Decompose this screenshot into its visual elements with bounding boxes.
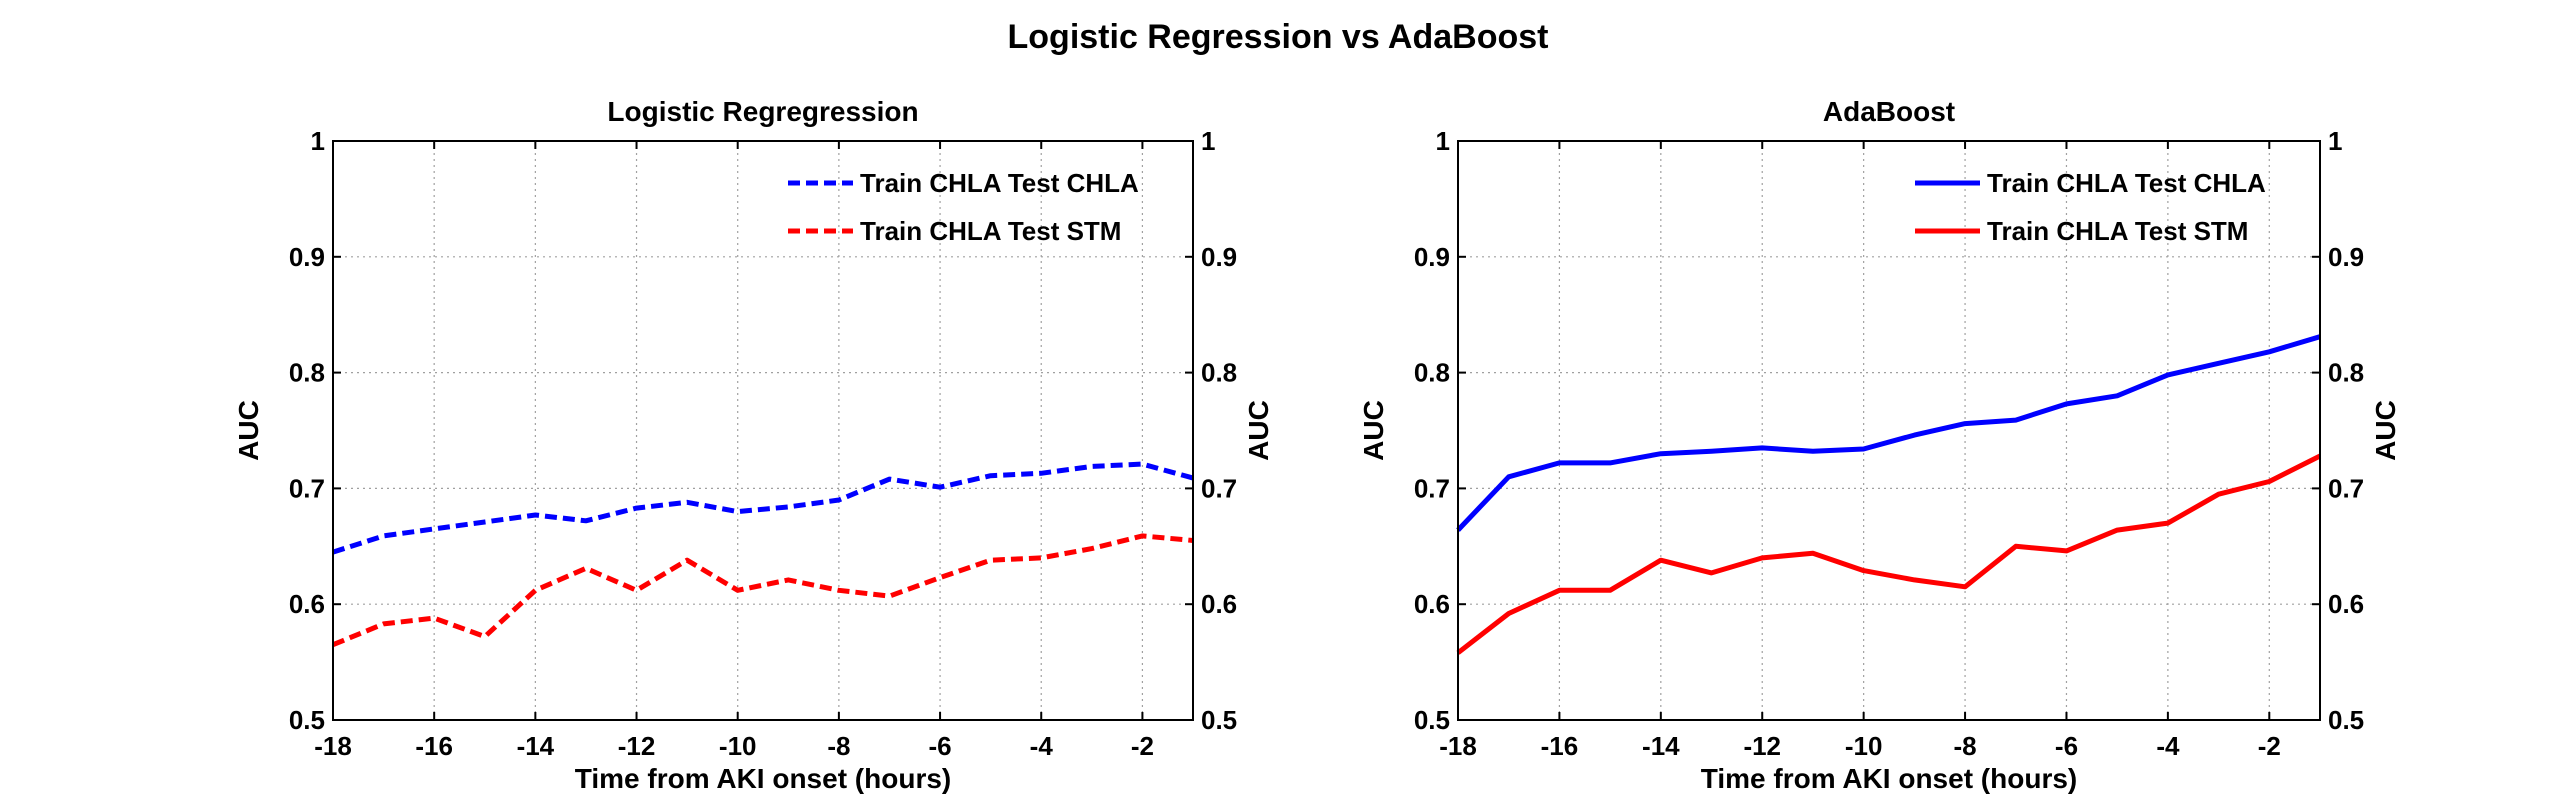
y-axis-label-right: AUC xyxy=(1243,400,1274,461)
x-tick-label: -14 xyxy=(1642,731,1680,761)
x-tick-label: -12 xyxy=(618,731,656,761)
x-tick-label: -18 xyxy=(1439,731,1477,761)
x-tick-label: -14 xyxy=(517,731,555,761)
y-tick-label-right: 1 xyxy=(2328,126,2342,156)
y-tick-label: 0.9 xyxy=(289,242,325,272)
x-tick-label: -10 xyxy=(1845,731,1883,761)
y-tick-label: 0.8 xyxy=(1414,358,1450,388)
y-axis-label: AUC xyxy=(233,400,264,461)
legend-entry: Train CHLA Test CHLA xyxy=(860,168,1139,198)
x-tick-label: -2 xyxy=(2258,731,2281,761)
y-tick-label: 0.9 xyxy=(1414,242,1450,272)
y-tick-label: 1 xyxy=(311,126,325,156)
y-tick-label: 0.5 xyxy=(1414,705,1450,735)
legend-entry: Train CHLA Test CHLA xyxy=(1987,168,2266,198)
series-line-train-chla-test-chla xyxy=(332,461,1194,555)
x-tick-label: -8 xyxy=(1953,731,1976,761)
series-line-train-chla-test-chla xyxy=(1456,334,2321,532)
y-tick-label-right: 0.9 xyxy=(1201,242,1237,272)
series-line-train-chla-test-stm xyxy=(1456,453,2322,655)
legend-entry: Train CHLA Test STM xyxy=(1987,216,2248,246)
y-tick-label: 0.7 xyxy=(1414,473,1450,503)
y-tick-label: 0.5 xyxy=(289,705,325,735)
y-tick-label: 0.8 xyxy=(289,358,325,388)
x-tick-label: -18 xyxy=(314,731,352,761)
y-axis-label: AUC xyxy=(1358,400,1389,461)
x-tick-label: -12 xyxy=(1743,731,1781,761)
y-axis-label-right: AUC xyxy=(2370,400,2401,461)
y-tick-label: 1 xyxy=(1436,126,1450,156)
x-axis-label: Time from AKI onset (hours) xyxy=(1701,763,2077,794)
x-axis-label: Time from AKI onset (hours) xyxy=(575,763,951,794)
y-tick-label: 0.6 xyxy=(1414,589,1450,619)
series-line-train-chla-test-stm xyxy=(332,533,1194,648)
adaboost-panel: -18 -16 -14 -12 -10 -8 -6 -4 -2 0.5 0.5 0.6 0.6 0.7 0.… xyxy=(1358,96,2401,794)
y-tick-label-right: 0.6 xyxy=(2328,589,2364,619)
plot-area xyxy=(1458,141,2320,720)
y-tick-label-right: 0.8 xyxy=(1201,358,1237,388)
x-tick-label: -10 xyxy=(719,731,757,761)
x-tick-label: -4 xyxy=(2156,731,2180,761)
x-tick-label: -4 xyxy=(1030,731,1054,761)
y-tick-label-right: 0.6 xyxy=(1201,589,1237,619)
y-tick-label-right: 0.5 xyxy=(2328,705,2364,735)
legend-entry: Train CHLA Test STM xyxy=(860,216,1121,246)
x-tick-label: -6 xyxy=(928,731,951,761)
figure-title: Logistic Regression vs AdaBoost xyxy=(1008,18,1549,56)
x-tick-label: -16 xyxy=(1541,731,1579,761)
x-tick-label: -8 xyxy=(827,731,850,761)
x-tick-label: -16 xyxy=(415,731,453,761)
x-tick-label: -6 xyxy=(2055,731,2078,761)
axes-frame xyxy=(1457,140,2321,721)
logistic-regression-panel: -18 -16 -14 -12 -10 -8 -6 -4 -2 0.5 0.5 0.6 0.6 0.7 0.… xyxy=(233,96,1274,794)
panel-title: Logistic Regregression xyxy=(607,96,918,127)
panel-title: AdaBoost xyxy=(1823,96,1955,127)
y-tick-label: 0.7 xyxy=(289,473,325,503)
y-tick-label: 0.6 xyxy=(289,589,325,619)
y-tick-label-right: 0.9 xyxy=(2328,242,2364,272)
y-tick-label-right: 0.5 xyxy=(1201,705,1237,735)
x-tick-label: -2 xyxy=(1131,731,1154,761)
y-tick-label-right: 0.8 xyxy=(2328,358,2364,388)
axes-frame xyxy=(332,140,1194,721)
plot-area xyxy=(333,141,1193,720)
y-tick-label-right: 0.7 xyxy=(2328,473,2364,503)
y-tick-label-right: 0.7 xyxy=(1201,473,1237,503)
y-tick-label-right: 1 xyxy=(1201,126,1215,156)
